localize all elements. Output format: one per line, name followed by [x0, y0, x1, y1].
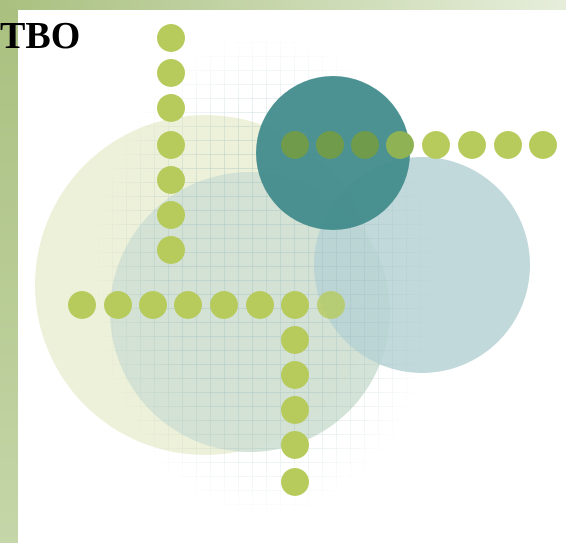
top-bar	[0, 0, 566, 10]
decoration	[0, 0, 566, 543]
page: ТВО (() => { const data = JSON.parse(doc…	[0, 0, 566, 543]
title: ТВО	[0, 14, 80, 58]
side-bar	[0, 0, 18, 543]
